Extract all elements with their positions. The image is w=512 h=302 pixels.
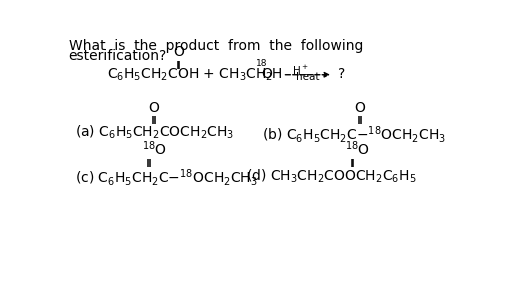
Text: esterification?: esterification? [69,49,167,63]
Text: ?: ? [338,67,346,81]
Text: O: O [148,101,159,115]
Text: What  is  the  product  from  the  following: What is the product from the following [69,39,363,53]
Text: (b) C$_6$H$_5$CH$_2$C$-^{18}$OCH$_2$CH$_3$: (b) C$_6$H$_5$CH$_2$C$-^{18}$OCH$_2$CH$_… [262,124,445,145]
Text: (a) C$_6$H$_5$CH$_2$COCH$_2$CH$_3$: (a) C$_6$H$_5$CH$_2$COCH$_2$CH$_3$ [75,124,234,141]
Text: $^{18}$O: $^{18}$O [345,139,370,158]
Text: 18: 18 [256,59,268,68]
Text: O: O [355,101,366,115]
Text: O: O [173,45,184,59]
Text: $^{18}$O: $^{18}$O [141,139,166,158]
Text: (c) C$_6$H$_5$CH$_2$C$-^{18}$OCH$_2$CH$_3$: (c) C$_6$H$_5$CH$_2$C$-^{18}$OCH$_2$CH$_… [75,167,258,188]
Text: heat: heat [295,72,319,82]
Text: H$^+$: H$^+$ [292,64,309,77]
Text: (d) CH$_3$CH$_2$COOCH$_2$C$_6$H$_5$: (d) CH$_3$CH$_2$COOCH$_2$C$_6$H$_5$ [246,167,417,185]
Text: C$_6$H$_5$CH$_2$COH + CH$_3$CH$_2$: C$_6$H$_5$CH$_2$COH + CH$_3$CH$_2$ [106,67,273,83]
Text: OH: OH [261,67,282,81]
